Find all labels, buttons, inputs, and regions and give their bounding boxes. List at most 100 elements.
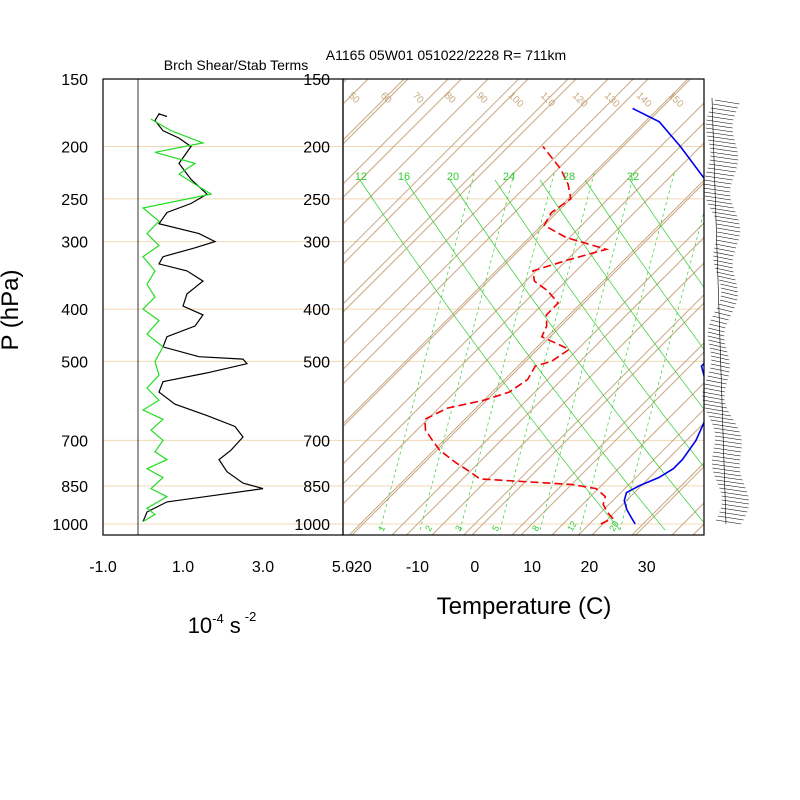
dry-adiabats xyxy=(0,64,800,544)
moist-adiabat-line xyxy=(449,179,704,524)
wind-barb xyxy=(717,227,741,233)
right-x-tick-label: -20 xyxy=(349,559,372,576)
wind-barb xyxy=(717,231,740,237)
wind-barb xyxy=(706,131,734,137)
wind-barb xyxy=(712,467,741,473)
wind-barb xyxy=(706,379,727,385)
unit-symbol: s xyxy=(230,613,241,638)
mixing-ratio-label: 32 xyxy=(627,171,639,183)
isotherm-line xyxy=(343,79,348,84)
wind-barb xyxy=(721,291,738,297)
left-y-tick-label: 400 xyxy=(61,302,88,319)
dry-adiabat-line xyxy=(0,64,263,544)
wind-barb xyxy=(708,327,725,333)
right-x-tick-label: 10 xyxy=(523,559,541,576)
dry-adiabat-label: 60 xyxy=(378,90,394,106)
wind-barb xyxy=(718,303,735,309)
right-y-tick-label: 250 xyxy=(303,192,330,209)
isotherm-line xyxy=(577,408,704,535)
wind-barb xyxy=(720,507,748,513)
wind-barbs xyxy=(702,97,749,525)
wind-barb xyxy=(703,183,731,189)
dry-adiabat-line xyxy=(343,79,449,185)
right-x-tick-label: 0 xyxy=(470,559,479,576)
left-x-tick-labels: -1.0 1.0 3.0 5.0 xyxy=(89,559,354,576)
left-y-tick-label: 700 xyxy=(61,433,88,450)
wind-barb xyxy=(716,307,733,313)
wind-barb xyxy=(715,267,734,273)
left-x-tick-label: 1.0 xyxy=(172,559,194,576)
moist-adiabat-line xyxy=(404,179,666,531)
wind-barb xyxy=(711,459,740,465)
wind-barb xyxy=(713,251,734,257)
dry-adiabat-line xyxy=(631,462,704,535)
wind-barb xyxy=(714,243,737,249)
dry-adiabat-line xyxy=(743,64,800,544)
wind-barb xyxy=(714,215,739,221)
dewpoint-profile-line xyxy=(423,146,614,525)
wind-barb xyxy=(703,187,731,193)
wind-barb xyxy=(714,439,742,445)
isotherm-line xyxy=(343,79,405,141)
wind-barb xyxy=(719,299,737,305)
dry-adiabat-line xyxy=(703,64,800,544)
wind-barb xyxy=(719,487,748,493)
isotherm-line xyxy=(343,79,520,256)
dry-adiabat-labels: 50 60 70 80 90 100 110 120 130 140 150 xyxy=(346,90,686,110)
wind-barb xyxy=(716,479,745,485)
wind-barb xyxy=(702,399,726,405)
wind-barb xyxy=(707,335,725,341)
wind-barb xyxy=(719,511,746,517)
mixing-ratio-line xyxy=(379,169,476,531)
wind-barb xyxy=(706,411,732,417)
unit-base: 10 xyxy=(188,613,212,638)
wind-barb xyxy=(708,111,735,117)
right-panel-frame xyxy=(342,78,705,536)
wind-barb xyxy=(715,219,740,225)
wind-barb xyxy=(716,223,741,229)
temperature-profile-line xyxy=(623,107,704,525)
isotherm-line xyxy=(343,79,634,370)
mixing-ratio-line xyxy=(459,169,556,531)
wind-barb xyxy=(715,435,742,441)
wind-barb xyxy=(715,519,742,525)
wind-barb-staff xyxy=(711,97,727,525)
right-x-tick-label: -10 xyxy=(406,559,429,576)
dry-adiabat-line xyxy=(551,382,704,535)
left-x-tick-label: 5.0 xyxy=(332,559,354,576)
dry-adiabat-line xyxy=(343,79,609,345)
dry-adiabat-line xyxy=(343,102,704,465)
wind-barb xyxy=(707,135,735,141)
dry-adiabat-line xyxy=(431,262,704,535)
shear-stability-panel: 150 200 250 300 400 500 700 850 1000 -1.0 1.0 3.0 5… xyxy=(52,72,354,576)
moist-adiabat-line xyxy=(494,179,704,468)
wind-barb xyxy=(704,407,729,413)
skewed-isotherms xyxy=(343,79,704,535)
wind-barb xyxy=(720,287,738,293)
wind-barb xyxy=(708,415,734,421)
wind-barb xyxy=(709,143,737,149)
wind-barb xyxy=(705,123,733,129)
wind-barb xyxy=(710,151,739,157)
wind-barb xyxy=(710,367,730,373)
mixing-ratio-label: 12 xyxy=(565,519,579,533)
moist-adiabat-line xyxy=(629,179,704,288)
left-x-axis-label: 10-4 s -2 xyxy=(188,609,257,638)
wind-barb xyxy=(710,419,736,425)
wind-barb xyxy=(710,207,736,213)
right-y-tick-label: 700 xyxy=(303,433,330,450)
wind-barb xyxy=(713,451,741,457)
wind-barb xyxy=(710,319,727,325)
unit-exponent-1: -4 xyxy=(212,611,224,626)
mixing-ratio-label: 24 xyxy=(503,171,515,183)
wind-barb xyxy=(711,355,730,361)
mixing-ratio-labels: 12 16 20 24 28 321 2 3 5 8 12 20 xyxy=(355,171,639,533)
dry-adiabat-line xyxy=(671,502,704,535)
wind-barb xyxy=(714,247,735,253)
wind-barb xyxy=(721,499,749,505)
wind-barb xyxy=(706,171,735,177)
dry-adiabat-label: 140 xyxy=(634,90,654,110)
dry-adiabat-line xyxy=(0,64,343,544)
mixing-ratio-line xyxy=(539,169,636,531)
dry-adiabat-line xyxy=(471,302,704,535)
